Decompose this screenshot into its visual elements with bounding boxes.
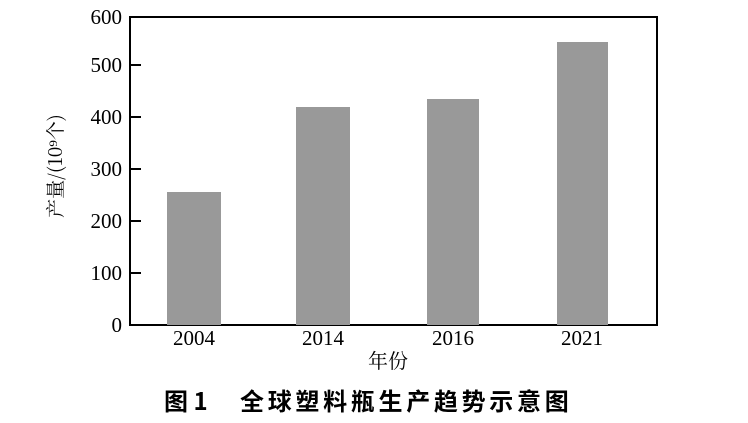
svg-text:0: 0 bbox=[112, 313, 123, 337]
svg-text:100: 100 bbox=[91, 261, 123, 285]
svg-text:500: 500 bbox=[91, 53, 123, 77]
svg-text:年份: 年份 bbox=[368, 345, 408, 374]
svg-text:200: 200 bbox=[91, 209, 123, 233]
svg-text:2021: 2021 bbox=[561, 326, 603, 350]
svg-text:2014: 2014 bbox=[302, 326, 345, 350]
svg-text:600: 600 bbox=[91, 5, 123, 29]
svg-text:2004: 2004 bbox=[173, 326, 216, 350]
svg-text:400: 400 bbox=[91, 105, 123, 129]
svg-text:产量/(10⁹个): 产量/(10⁹个) bbox=[41, 114, 68, 218]
svg-text:300: 300 bbox=[91, 157, 123, 181]
svg-text:2016: 2016 bbox=[432, 326, 474, 350]
